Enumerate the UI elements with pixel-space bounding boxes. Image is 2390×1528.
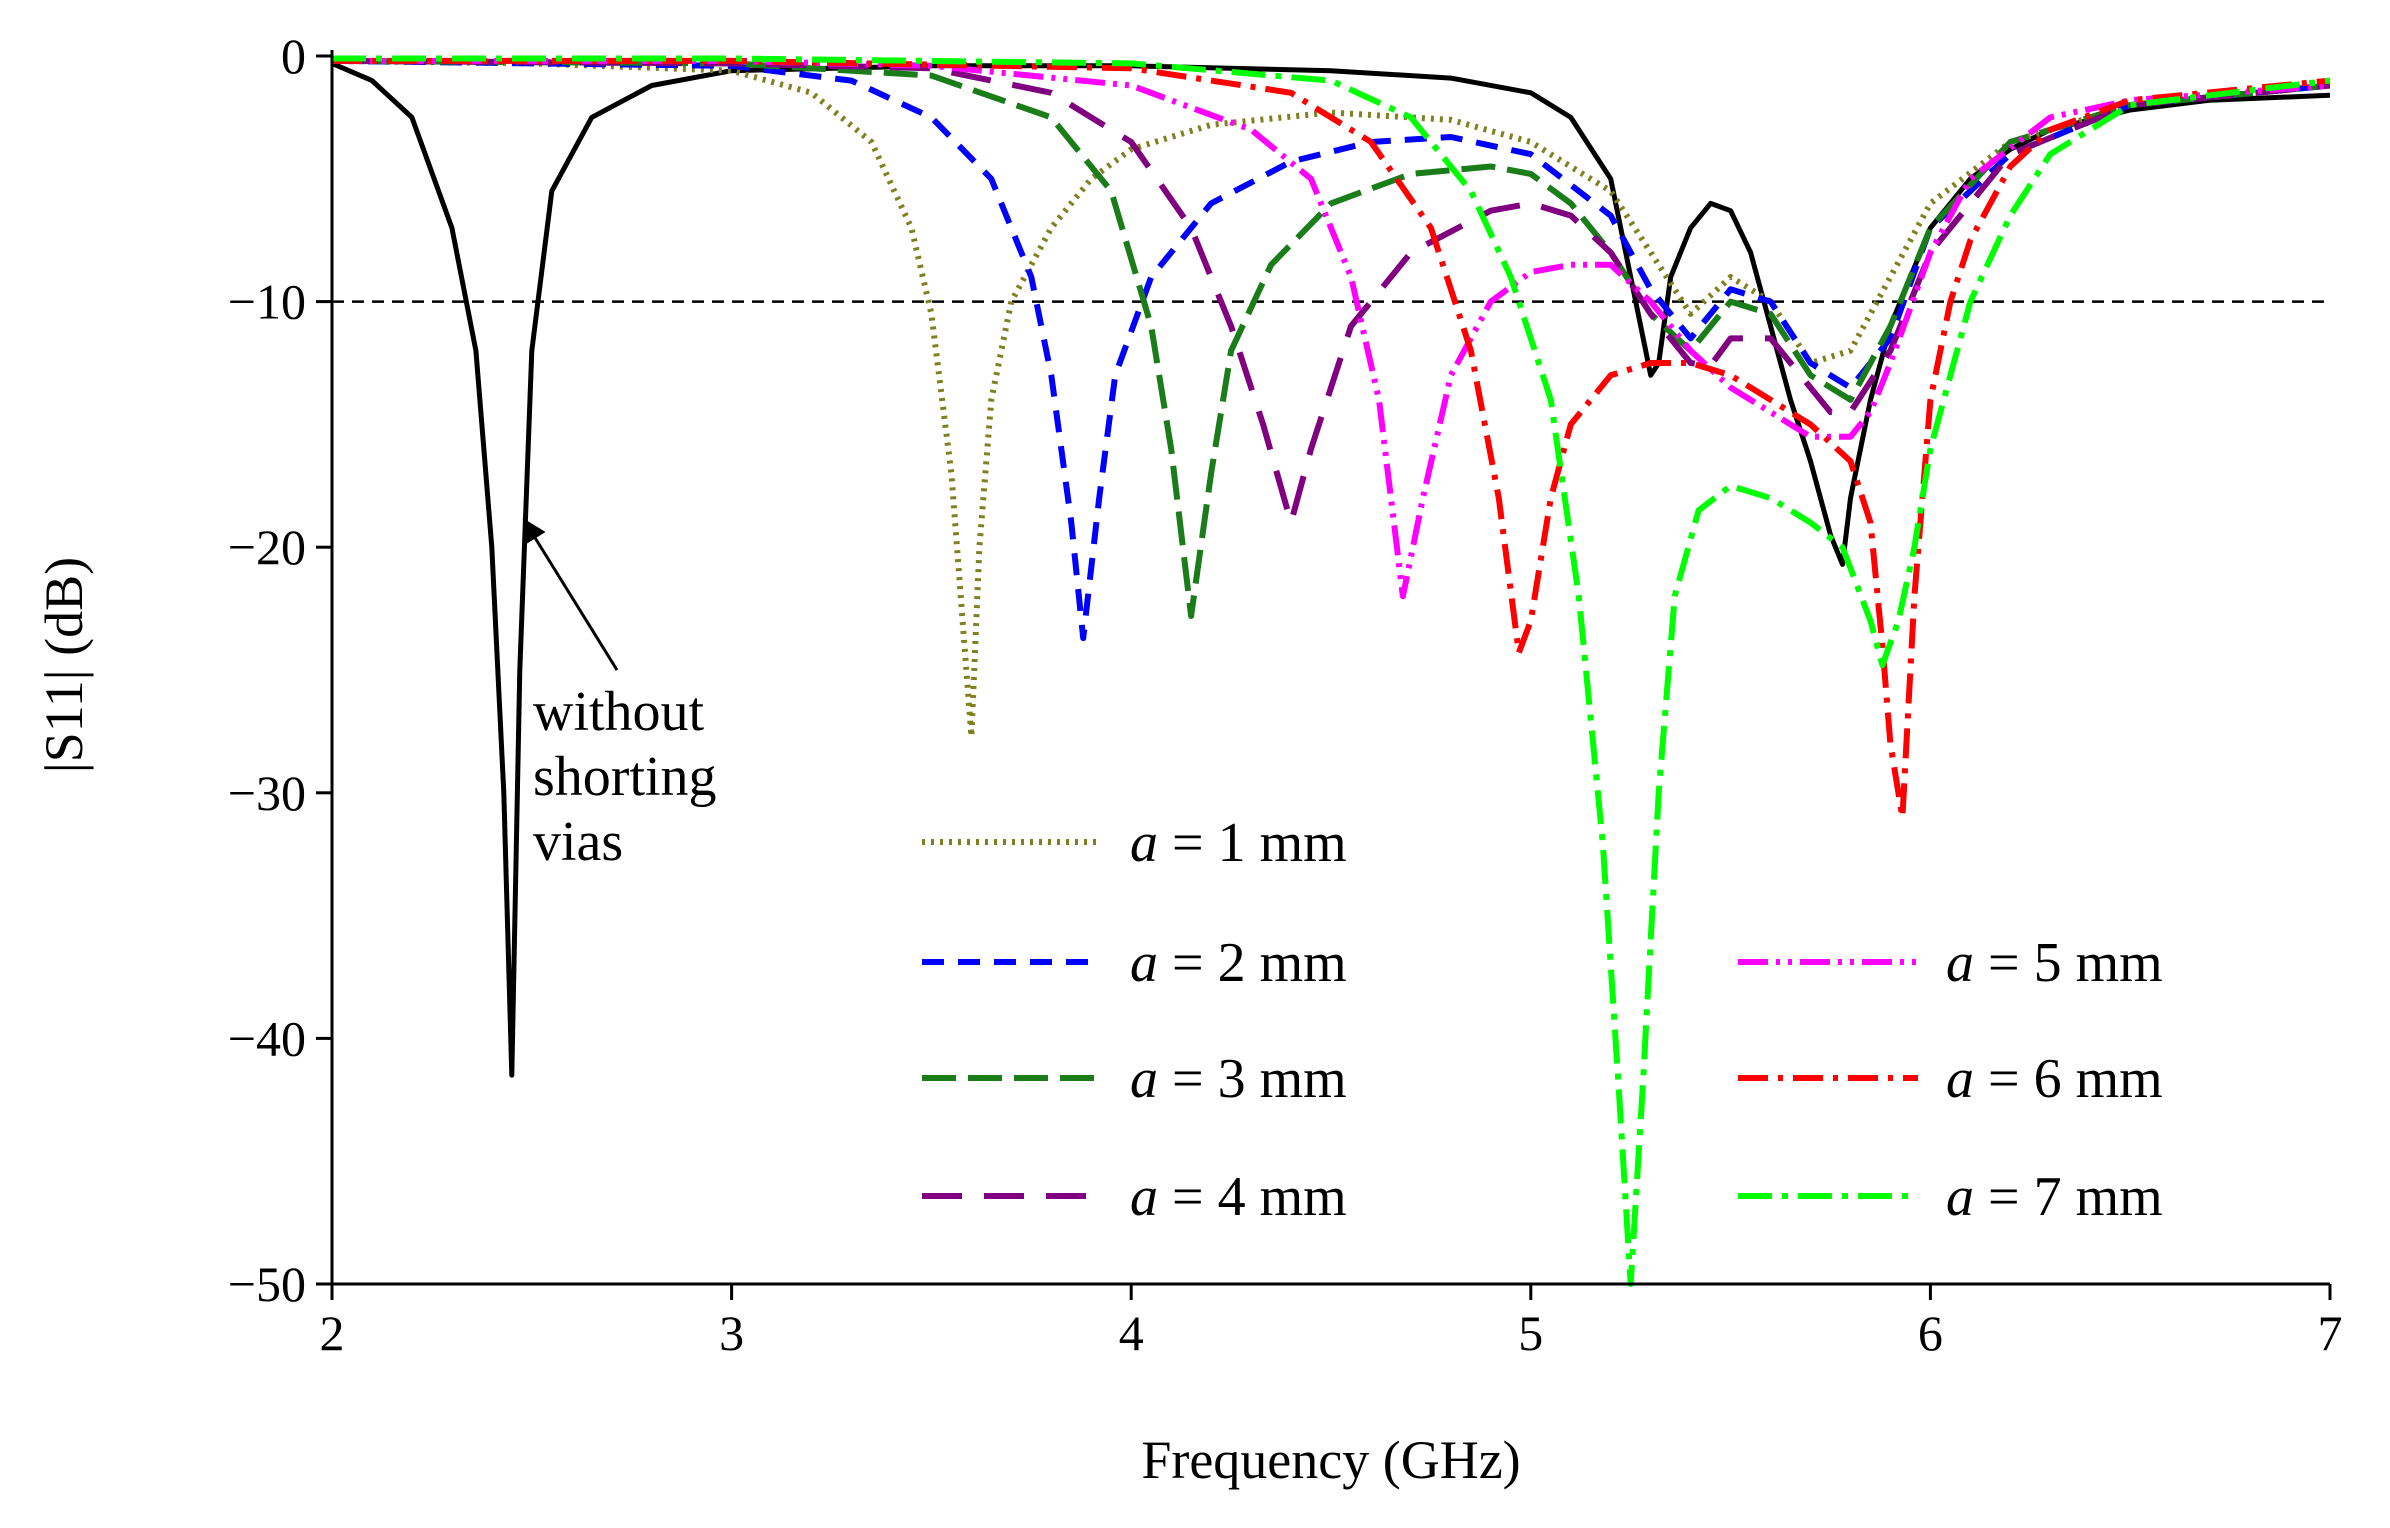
legend-label: a = 3 mm xyxy=(1130,1048,1347,1110)
x-tick-label: 6 xyxy=(1918,1305,1943,1361)
y-axis-label: |S11| (dB) xyxy=(34,557,94,773)
series-line xyxy=(332,61,2330,1078)
legend-label: a = 1 mm xyxy=(1130,812,1347,874)
legend-item: a = 4 mm xyxy=(922,1166,1347,1228)
legend-label-variable: a xyxy=(1946,1048,1974,1110)
legend-label-value: = 6 mm xyxy=(1974,1048,2163,1110)
x-tick-label: 3 xyxy=(719,1305,744,1361)
legend-label-value: = 1 mm xyxy=(1158,812,1347,874)
legend-label-value: = 7 mm xyxy=(1974,1166,2163,1228)
legend-label: a = 7 mm xyxy=(1946,1166,2163,1228)
y-tick-label: −10 xyxy=(228,274,306,330)
legend-item: a = 7 mm xyxy=(1738,1166,2163,1228)
y-tick-label: −20 xyxy=(228,519,306,575)
annotation-line-2: shorting xyxy=(533,746,717,808)
legend-item: a = 5 mm xyxy=(1738,932,2163,994)
legend-label: a = 4 mm xyxy=(1130,1166,1347,1228)
legend-label-value: = 5 mm xyxy=(1974,932,2163,994)
legend-label-variable: a xyxy=(1130,1166,1158,1228)
annotation-arrow xyxy=(522,517,619,671)
x-tick-label: 7 xyxy=(2318,1305,2343,1361)
legend-label-variable: a xyxy=(1946,932,1974,994)
legend-item: a = 2 mm xyxy=(922,932,1347,994)
annotation-without-shorting-vias: without shorting vias xyxy=(522,517,717,873)
series-lines xyxy=(332,55,2330,1287)
x-tick-labels: 2 3 4 5 6 7 xyxy=(320,1305,2343,1361)
legend-label-value: = 3 mm xyxy=(1158,1048,1347,1110)
series-line xyxy=(332,57,2330,619)
legend-label-variable: a xyxy=(1130,812,1158,874)
series-line xyxy=(332,57,2330,526)
legend-label-variable: a xyxy=(1130,932,1158,994)
y-tick-labels: 0 −10 −20 −30 −40 −50 xyxy=(228,28,306,1312)
annotation-line-3: vias xyxy=(533,811,623,873)
legend: a = 1 mma = 2 mma = 3 mma = 4 mma = 5 mm… xyxy=(922,812,2163,1228)
annotation-line-1: without xyxy=(533,681,705,743)
legend-item: a = 3 mm xyxy=(922,1048,1347,1110)
series-line xyxy=(332,55,2330,1287)
legend-item: a = 1 mm xyxy=(922,812,1347,874)
axes xyxy=(330,50,2330,1286)
legend-item: a = 6 mm xyxy=(1738,1048,2163,1110)
legend-label-variable: a xyxy=(1130,1048,1158,1110)
y-tick-label: −40 xyxy=(228,1010,306,1066)
x-tick-label: 4 xyxy=(1119,1305,1144,1361)
tick-marks xyxy=(316,54,2332,1300)
legend-label-value: = 4 mm xyxy=(1158,1166,1347,1228)
x-tick-label: 5 xyxy=(1518,1305,1543,1361)
x-tick-label: 2 xyxy=(320,1305,345,1361)
y-tick-label: −30 xyxy=(228,765,306,821)
legend-label: a = 6 mm xyxy=(1946,1048,2163,1110)
series-line xyxy=(332,57,2330,740)
legend-label-variable: a xyxy=(1946,1166,1974,1228)
legend-label: a = 5 mm xyxy=(1946,932,2163,994)
y-tick-label: 0 xyxy=(281,28,306,84)
x-axis-label: Frequency (GHz) xyxy=(1141,1430,1520,1490)
series-line xyxy=(332,57,2330,821)
legend-label: a = 2 mm xyxy=(1130,932,1347,994)
legend-label-value: = 2 mm xyxy=(1158,932,1347,994)
y-tick-label: −50 xyxy=(228,1256,306,1312)
